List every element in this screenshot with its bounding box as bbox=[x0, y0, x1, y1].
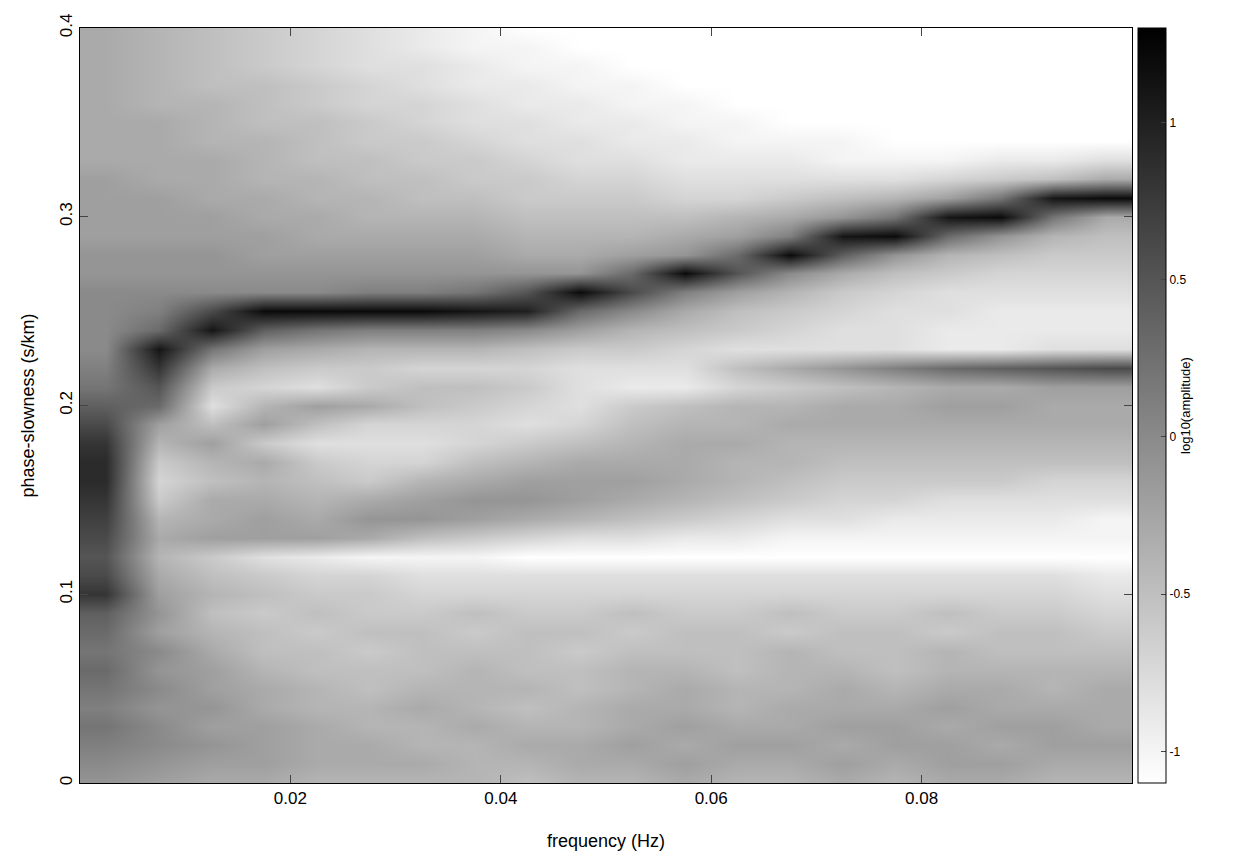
svg-text:0: 0 bbox=[57, 776, 76, 785]
svg-text:log10(amplitude): log10(amplitude) bbox=[1178, 357, 1193, 454]
svg-text:0.5: 0.5 bbox=[1169, 273, 1186, 287]
svg-text:0.06: 0.06 bbox=[695, 789, 728, 808]
svg-text:0.02: 0.02 bbox=[274, 789, 307, 808]
svg-text:0.2: 0.2 bbox=[57, 391, 76, 415]
svg-text:1: 1 bbox=[1169, 116, 1176, 130]
svg-text:-1: -1 bbox=[1169, 745, 1180, 759]
svg-text:-0.5: -0.5 bbox=[1169, 587, 1190, 601]
svg-text:0: 0 bbox=[1169, 430, 1176, 444]
svg-text:0.4: 0.4 bbox=[57, 14, 76, 38]
svg-text:frequency (Hz): frequency (Hz) bbox=[547, 831, 665, 851]
svg-text:phase-slowness (s/km): phase-slowness (s/km) bbox=[18, 313, 38, 497]
svg-text:0.04: 0.04 bbox=[484, 789, 517, 808]
svg-text:0.3: 0.3 bbox=[57, 202, 76, 226]
svg-text:0.08: 0.08 bbox=[905, 789, 938, 808]
svg-text:0.1: 0.1 bbox=[57, 580, 76, 604]
